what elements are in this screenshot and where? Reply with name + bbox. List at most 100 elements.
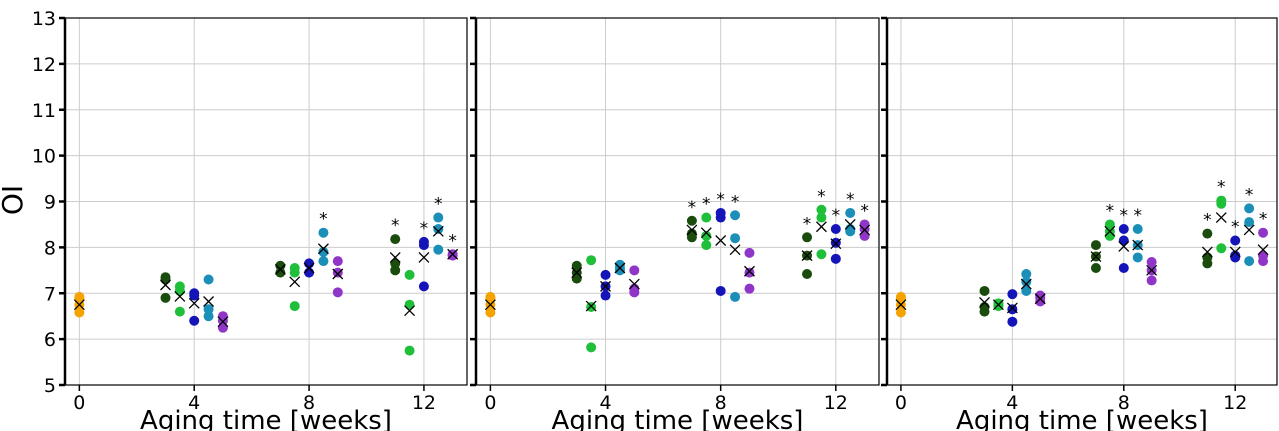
x-axis-label: Aging time [weeks] (956, 406, 1208, 431)
data-point (744, 247, 755, 258)
y-axis-label: OI (0, 185, 29, 215)
data-point (1090, 263, 1101, 274)
mean-marker (628, 278, 640, 290)
data-point (318, 256, 329, 267)
data-point (701, 230, 712, 241)
data-point (730, 291, 741, 302)
y-tick-label: 5 (44, 375, 56, 397)
data-point (1230, 235, 1241, 246)
mean-marker (73, 299, 85, 311)
mean-marker (614, 262, 626, 274)
mean-marker (1229, 246, 1241, 258)
data-point (1230, 250, 1241, 261)
significance-star: * (1231, 217, 1240, 237)
data-point (802, 268, 813, 279)
data-point (485, 307, 496, 318)
y-tick-label: 6 (44, 329, 56, 351)
mean-marker (686, 224, 698, 236)
significance-star: * (1217, 178, 1226, 198)
data-point (217, 311, 228, 322)
data-point (418, 236, 429, 247)
significance-star: * (1245, 185, 1254, 205)
data-point (1244, 203, 1255, 214)
mean-marker (274, 263, 286, 275)
data-point (203, 274, 214, 285)
significance-star: * (1133, 206, 1142, 226)
x-tick-label: 8 (1118, 392, 1130, 414)
data-point (586, 342, 597, 353)
mean-marker (404, 305, 416, 317)
data-point (629, 283, 640, 294)
data-point (390, 265, 401, 276)
data-point (174, 281, 185, 292)
data-point (1258, 250, 1269, 261)
x-tick-label: 12 (1223, 392, 1247, 414)
data-point (1258, 227, 1269, 238)
data-point (686, 215, 697, 226)
data-point (304, 258, 315, 269)
mean-marker (744, 265, 755, 277)
data-point (332, 267, 343, 278)
x-tick-label: 12 (412, 392, 436, 414)
x-tick-label: 4 (188, 392, 200, 414)
data-point (160, 292, 171, 303)
data-point (730, 210, 741, 221)
data-point (895, 307, 906, 318)
x-tick-label: 8 (303, 392, 315, 414)
data-point (174, 306, 185, 317)
x-axis-label: Aging time [weeks] (552, 406, 804, 431)
data-point (275, 267, 286, 278)
data-point (1216, 243, 1227, 254)
data-point (629, 265, 640, 276)
data-point (830, 224, 841, 235)
data-point (686, 228, 697, 239)
mean-marker (447, 248, 459, 260)
data-point (715, 207, 726, 218)
significance-star: * (817, 187, 826, 207)
data-point (816, 212, 827, 223)
data-point (1118, 263, 1129, 274)
significance-star: * (1259, 210, 1268, 230)
mean-marker (203, 296, 215, 307)
significance-star: * (860, 201, 869, 221)
data-point (993, 298, 1004, 309)
data-point (74, 291, 85, 302)
mean-marker (585, 300, 597, 312)
data-point (433, 212, 444, 223)
data-point (586, 255, 597, 266)
data-point (1244, 217, 1255, 228)
data-point (318, 227, 329, 238)
data-point (1202, 252, 1213, 263)
mean-marker (217, 316, 229, 328)
mean-marker (571, 267, 583, 279)
data-point (390, 234, 401, 245)
data-point (701, 240, 712, 251)
x-tick-label: 0 (895, 392, 907, 414)
mean-marker (729, 244, 741, 256)
data-point (332, 256, 343, 267)
significance-star: * (319, 210, 328, 230)
mean-marker (1146, 264, 1158, 276)
mean-marker (700, 227, 712, 239)
mean-marker (418, 252, 430, 263)
x-tick-label: 8 (715, 392, 727, 414)
y-tick-label: 12 (32, 54, 56, 76)
x-tick-label: 0 (484, 392, 496, 414)
data-point (1244, 256, 1255, 267)
y-tick-label: 13 (32, 8, 56, 30)
data-point (390, 258, 401, 269)
mean-marker (188, 297, 200, 309)
data-point (802, 232, 813, 243)
data-point (830, 253, 841, 264)
mean-marker (844, 218, 856, 230)
mean-marker (1201, 246, 1213, 258)
y-tick-label: 11 (32, 100, 56, 122)
data-point (1118, 224, 1129, 235)
data-point (332, 287, 343, 298)
data-point (404, 269, 415, 280)
data-point (701, 212, 712, 223)
mean-marker (317, 243, 329, 255)
data-point (1132, 252, 1143, 263)
data-point (1118, 235, 1129, 246)
